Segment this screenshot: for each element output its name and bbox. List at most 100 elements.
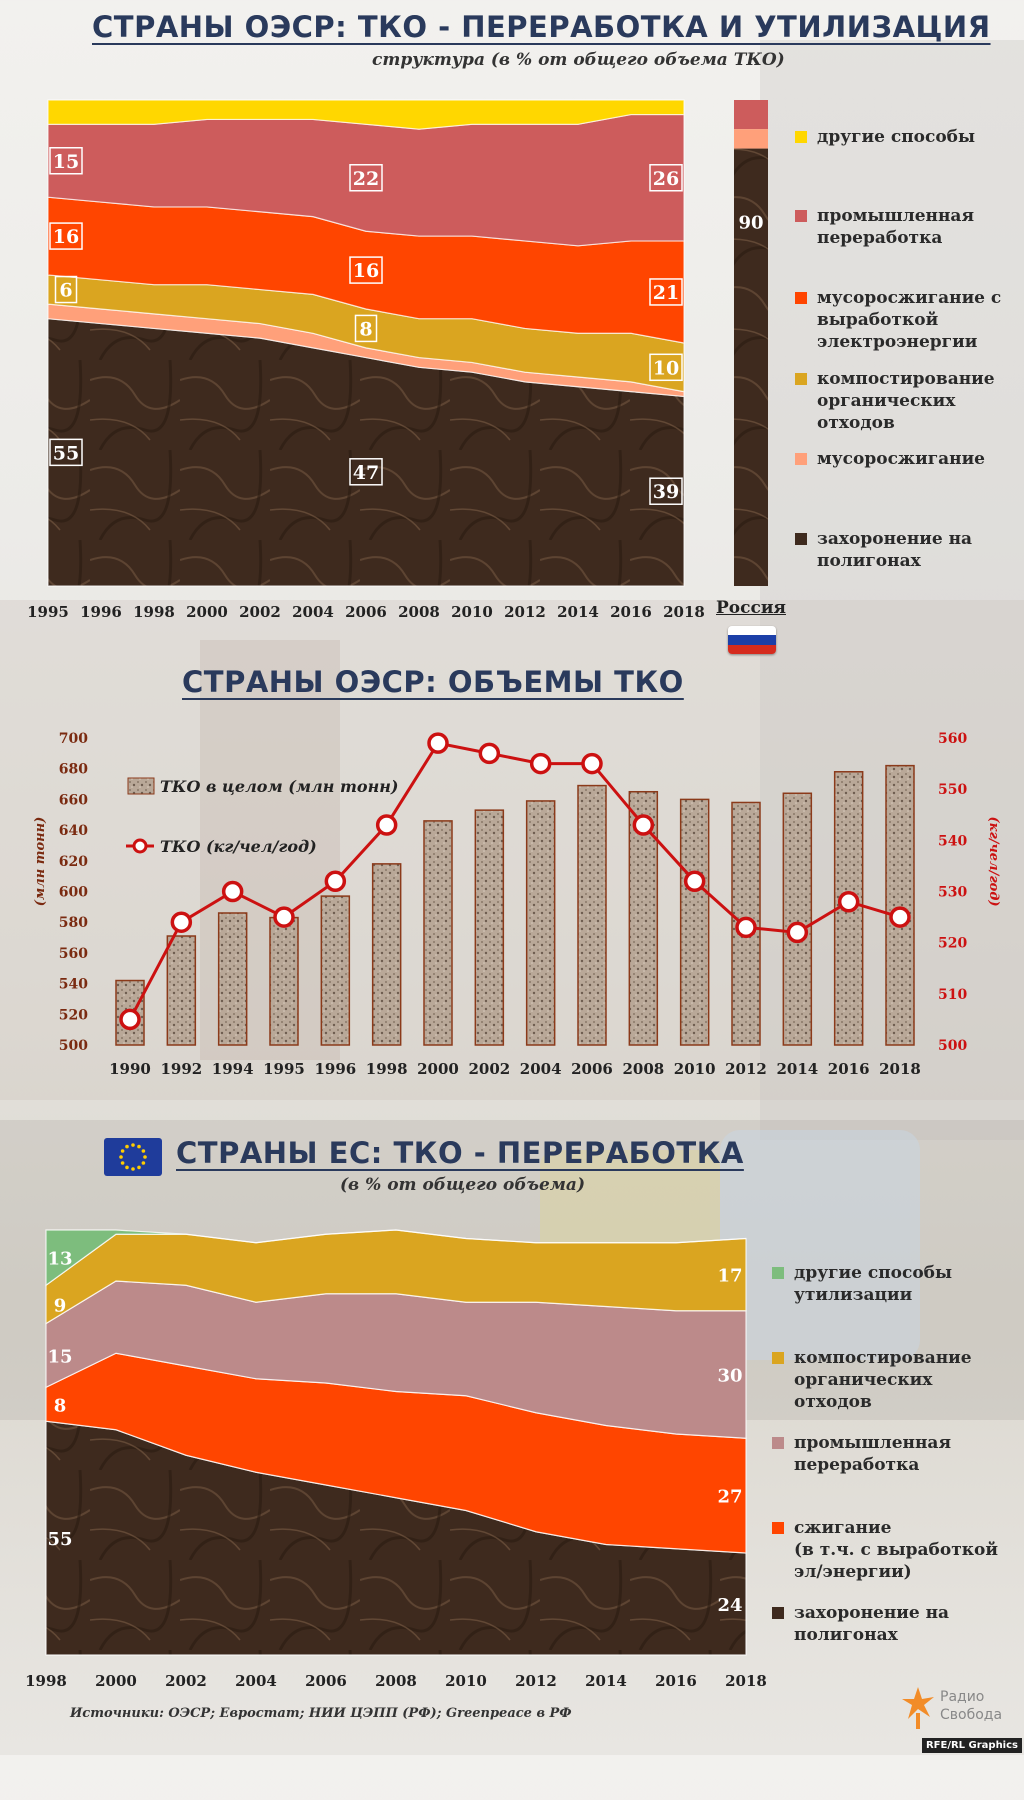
logo-line-1: Радио (940, 1689, 985, 1705)
bottom-legend-compost: компостирование органических отходов (772, 1347, 972, 1413)
legend-label: промышленная переработка (817, 206, 975, 248)
x-tick-2008: 2008 (375, 1672, 417, 1690)
label-box (349, 458, 383, 486)
label-box (349, 256, 383, 284)
y-left-tick-560: 560 (59, 946, 88, 962)
x-tick-2018: 2018 (663, 603, 705, 621)
eu-star (141, 1161, 146, 1165)
bar-2018 (885, 764, 915, 1046)
value-label: 30 (717, 1366, 742, 1387)
russia-bar-landfill (734, 148, 768, 586)
bottom-chart-subtitle: (в % от общего объема) (340, 1175, 585, 1195)
point-2016 (837, 890, 860, 913)
x-tick-1992: 1992 (160, 1060, 202, 1078)
bottom-legend-other: другие способы утилизации (772, 1262, 952, 1306)
x-tick-2004: 2004 (235, 1672, 277, 1690)
russia-value-label: 90 (738, 213, 763, 234)
mid-chart-title: СТРАНЫ ОЭСР: ОБЪЕМЫ ТКО (182, 665, 684, 699)
x-tick-2016: 2016 (655, 1672, 697, 1690)
legend-label: захоронение на полигонах (817, 529, 973, 571)
point-1994 (221, 880, 244, 903)
point-1995 (273, 906, 295, 928)
legend-label: другие способы (817, 127, 976, 147)
bottom-chart-title: СТРАНЫ ЕС: ТКО - ПЕРЕРАБОТКА (176, 1136, 744, 1170)
legend-swatch (772, 1267, 784, 1279)
value-label: 55 (47, 1529, 72, 1550)
legend-label: мусоросжигание (817, 449, 985, 469)
x-tick-2008: 2008 (398, 603, 440, 621)
legend-swatch (795, 131, 807, 143)
x-tick-2002: 2002 (239, 603, 281, 621)
x-tick-2012: 2012 (725, 1060, 767, 1078)
x-tick-1998: 1998 (133, 603, 175, 621)
point-2018 (889, 906, 911, 928)
value-label: 6 (59, 280, 72, 302)
x-tick-2004: 2004 (292, 603, 334, 621)
x-tick-2014: 2014 (776, 1060, 818, 1078)
x-tick-2000: 2000 (186, 603, 228, 621)
eu-star (120, 1149, 125, 1153)
area-другие-способы (47, 99, 685, 130)
value-label: 24 (717, 1595, 742, 1616)
mid-bar-line-chart: 500 520 540 560 580 600 620 640 660 680 700 500 510 5… (33, 731, 1001, 1078)
value-label: 15 (53, 151, 79, 173)
value-label: 9 (54, 1295, 67, 1316)
eu-star (120, 1161, 125, 1165)
top-chart-subtitle: структура (в % от общего объема ТКО) (372, 50, 785, 70)
legend-bar-swatch (127, 777, 155, 795)
y-left-tick-640: 640 (59, 823, 88, 839)
russia-bar-incineration (734, 129, 768, 149)
y-right-tick-550: 550 (938, 782, 967, 798)
point-1990 (119, 1008, 141, 1031)
y-right-tick-520: 520 (938, 936, 967, 952)
legend-swatch (795, 533, 807, 545)
sources-note: Источники: ОЭСР; Евростат; НИИ ЦЭПП (РФ)… (70, 1706, 572, 1721)
legend-label: захоронение на полигонах (794, 1603, 950, 1645)
eu-star (119, 1155, 123, 1159)
label-box (649, 477, 683, 505)
radio-svoboda-logo-icon (900, 1683, 936, 1731)
point-1996 (324, 870, 347, 893)
label-box (49, 438, 83, 467)
x-tick-1998: 1998 (25, 1672, 67, 1690)
x-tick-2016: 2016 (828, 1060, 870, 1078)
russia-label: Россия (716, 598, 786, 618)
x-tick-1998: 1998 (366, 1060, 408, 1078)
value-label: 47 (353, 462, 379, 484)
x-tick-2010: 2010 (674, 1060, 716, 1078)
legend-label: промышленная переработка (794, 1433, 952, 1475)
x-tick-2002: 2002 (468, 1060, 510, 1078)
bottom-area-chart: 13 9 17 15 30 8 27 55 24 1998 2000 2002 2004 2006 2008… (25, 1229, 767, 1690)
y-left-tick-620: 620 (59, 854, 88, 870)
value-label: 17 (717, 1266, 742, 1287)
russia-bar-recycling (734, 100, 768, 130)
x-tick-2010: 2010 (451, 603, 493, 621)
eu-star (141, 1149, 146, 1153)
point-2008 (632, 814, 655, 836)
x-tick-1994: 1994 (212, 1060, 254, 1078)
x-tick-2002: 2002 (165, 1672, 207, 1690)
x-tick-1990: 1990 (109, 1060, 151, 1078)
value-label: 27 (717, 1487, 742, 1508)
point-2000 (427, 732, 449, 754)
top-chart-title: СТРАНЫ ОЭСР: ТКО - ПЕРЕРАБОТКА И УТИЛИЗА… (92, 10, 991, 44)
eu-flag-icon (104, 1138, 162, 1176)
label-box (349, 164, 383, 192)
x-tick-2018: 2018 (879, 1060, 921, 1078)
x-tick-2000: 2000 (95, 1672, 137, 1690)
value-label: 16 (353, 260, 379, 282)
y-left-tick-580: 580 (59, 915, 88, 931)
y-left-tick-660: 660 (59, 792, 88, 808)
bottom-legend-landfill: захоронение на полигонах (772, 1602, 949, 1646)
legend-swatch (772, 1607, 784, 1619)
y-right-tick-500: 500 (938, 1038, 967, 1054)
point-2010 (683, 870, 706, 893)
y-left-tick-520: 520 (59, 1007, 88, 1023)
bar-2000 (423, 820, 453, 1046)
top-legend-compost: компостирование органических отходов (795, 368, 995, 434)
bar-2002 (474, 809, 505, 1046)
value-label: 26 (653, 168, 679, 190)
eu-star (131, 1167, 135, 1171)
value-label: 55 (53, 442, 79, 464)
bar-1996 (320, 895, 351, 1046)
